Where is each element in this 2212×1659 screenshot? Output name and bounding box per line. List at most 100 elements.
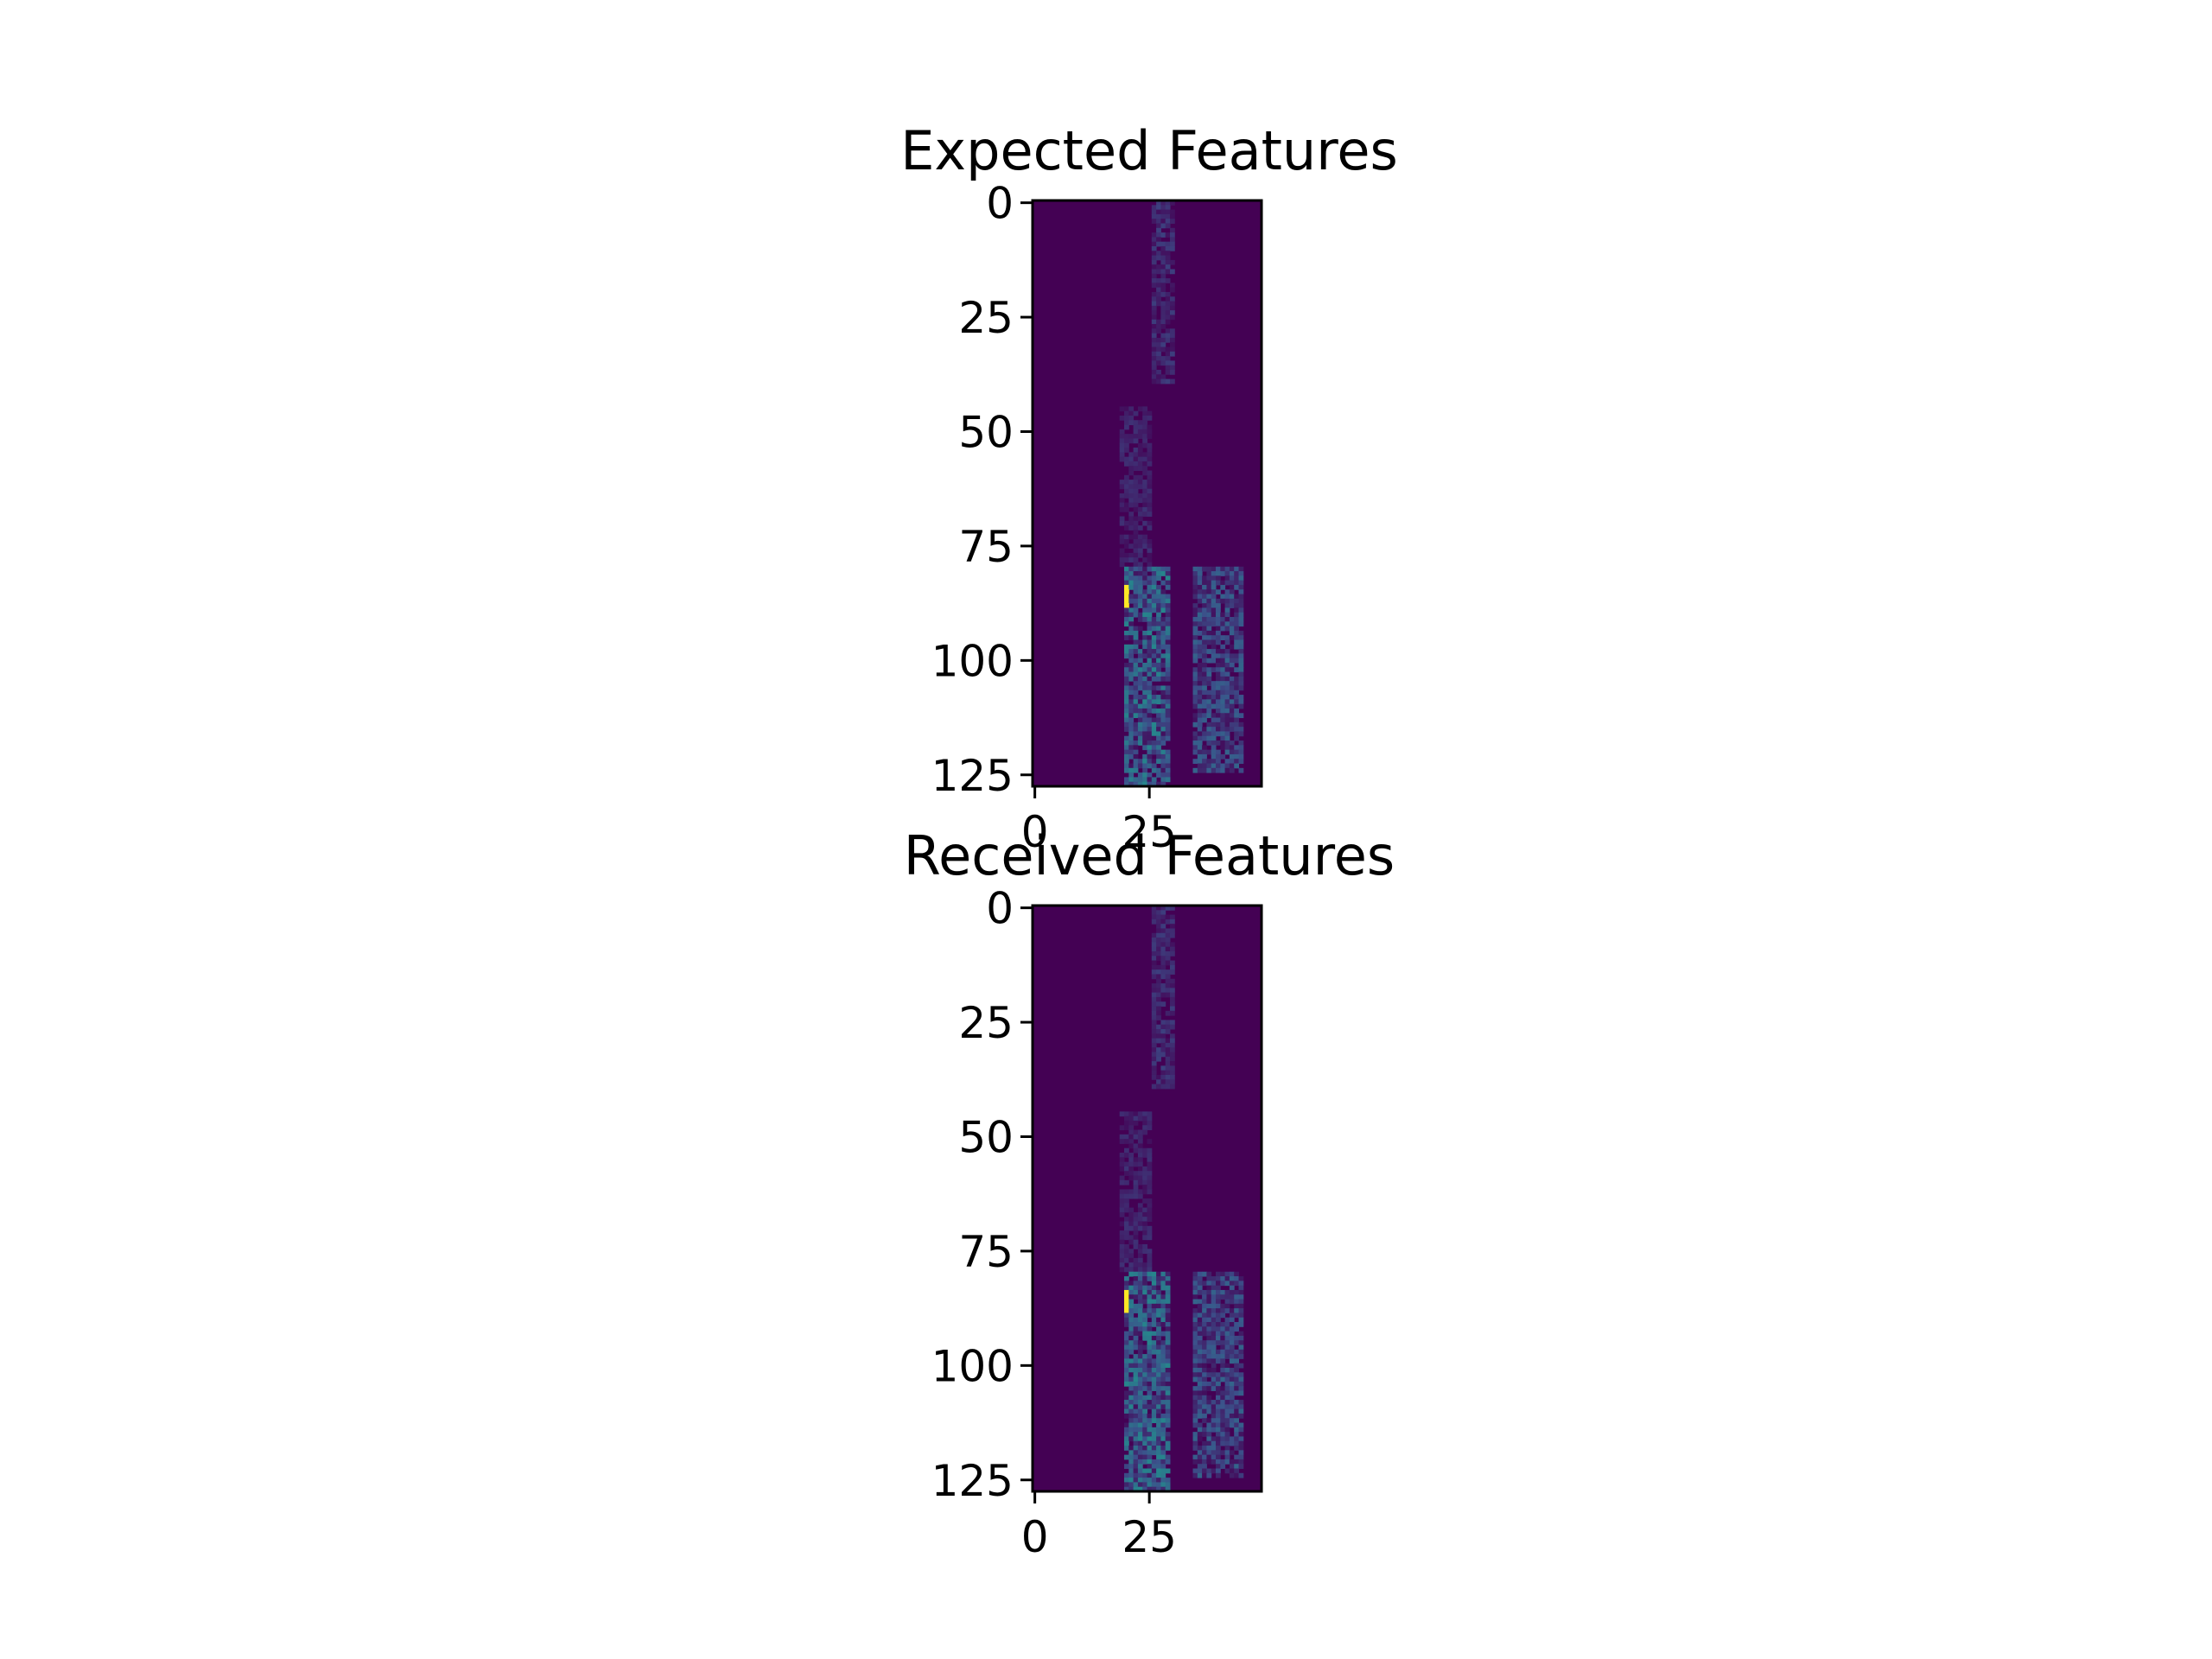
heatmap-cell [1134,599,1139,604]
heatmap-cell [1239,1286,1244,1291]
heatmap-cell [1166,1043,1171,1048]
heatmap-cell [1138,1363,1143,1369]
heatmap-cell [1220,567,1225,572]
heatmap-cell [1239,1332,1244,1337]
heatmap-cell [1239,621,1244,626]
heatmap-cell [1160,1418,1166,1423]
heatmap-cell [1225,709,1230,714]
heatmap-cell [1128,772,1134,778]
heatmap-cell [1124,571,1129,576]
heatmap-cell [1202,736,1207,741]
heatmap-cell [1211,617,1217,622]
heatmap-cell [1216,731,1221,736]
heatmap-cell [1216,1450,1221,1455]
heatmap-cell [1142,1363,1147,1369]
heatmap-cell [1128,1143,1134,1148]
heatmap-cell [1147,713,1153,718]
heatmap-cell [1134,1455,1139,1460]
heatmap-cell [1230,764,1235,769]
heatmap-cell [1170,919,1175,925]
heatmap-cell [1216,1404,1221,1409]
heatmap-cell [1128,416,1134,421]
heatmap-cell [1225,685,1230,690]
heatmap-cell [1138,406,1143,411]
heatmap-cell [1147,512,1153,517]
heatmap-cell [1124,553,1129,558]
heatmap-cell [1138,1258,1143,1263]
heatmap-cell [1230,1450,1235,1455]
heatmap-cell [1166,626,1171,632]
heatmap-cell [1128,718,1134,723]
heatmap-cell [1142,1446,1147,1451]
heatmap-cell [1234,727,1239,732]
heatmap-cell [1142,535,1147,540]
heatmap-cell [1166,328,1171,334]
heatmap-cell [1142,635,1147,640]
heatmap-cell [1216,768,1221,773]
heatmap-cell [1160,1459,1166,1465]
heatmap-cell [1134,589,1139,594]
heatmap-cell [1134,1212,1139,1217]
heatmap-cell [1120,1267,1125,1272]
heatmap-cell [1147,585,1153,590]
heatmap-cell [1239,1345,1244,1351]
heatmap-cell [1239,1336,1244,1341]
heatmap-cell [1124,475,1129,480]
heatmap-cell [1202,1455,1207,1460]
heatmap-cell [1120,1198,1125,1204]
heatmap-cell [1156,621,1161,626]
heatmap-cell [1234,1409,1239,1414]
heatmap-cell [1124,489,1129,494]
heatmap-cell [1206,1459,1211,1465]
heatmap-cell [1142,1395,1147,1401]
heatmap-cell [1120,1176,1125,1181]
heatmap-cell [1124,613,1129,618]
heatmap-cell [1152,677,1157,682]
heatmap-cell [1128,1121,1134,1126]
heatmap-cell [1147,631,1153,636]
heatmap-cell [1142,713,1147,718]
heatmap-cell [1142,406,1147,411]
heatmap-cell [1170,1033,1175,1039]
heatmap-cell [1198,1286,1203,1291]
heatmap-cell [1124,736,1129,741]
heatmap-cell [1138,695,1143,700]
heatmap-cell [1166,1025,1171,1030]
heatmap-cell [1225,1436,1230,1441]
heatmap-cell [1166,1446,1171,1451]
heatmap-cell [1234,1423,1239,1428]
heatmap-cell [1206,1404,1211,1409]
heatmap-cell [1166,567,1171,572]
heatmap-cell [1152,567,1157,572]
heatmap-cell [1128,1212,1134,1217]
heatmap-cell [1147,1171,1153,1176]
heatmap-cell [1128,1446,1134,1451]
heatmap-cell [1147,1121,1153,1126]
heatmap-cell [1138,1130,1143,1135]
heatmap-cell [1152,1350,1157,1355]
heatmap-cell [1160,699,1166,704]
heatmap-cell [1193,731,1198,736]
heatmap-cell [1128,1350,1134,1355]
heatmap-cell [1211,1354,1217,1359]
heatmap-cell [1152,1432,1157,1437]
heatmap-cell [1239,768,1244,773]
heatmap-cell [1202,603,1207,608]
heatmap-cell [1128,764,1134,769]
heatmap-cell [1220,1358,1225,1363]
heatmap-cell [1198,1450,1203,1455]
heatmap-cell [1239,1427,1244,1433]
heatmap-cell [1239,1300,1244,1305]
heatmap-cell [1156,1286,1161,1291]
heatmap-cell [1220,685,1225,690]
heatmap-cell [1138,1313,1143,1318]
heatmap-cell [1160,951,1166,957]
heatmap-cell [1170,951,1175,957]
heatmap-cell [1230,718,1235,723]
heatmap-cell [1234,667,1239,672]
heatmap-cell [1234,607,1239,613]
heatmap-cell [1216,713,1221,718]
heatmap-cell [1128,1171,1134,1176]
heatmap-cell [1225,1290,1230,1295]
heatmap-cell [1142,1455,1147,1460]
